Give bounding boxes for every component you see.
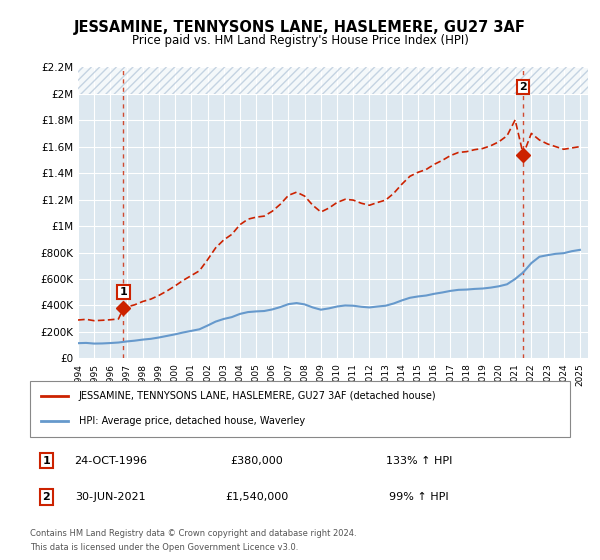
Text: HPI: Average price, detached house, Waverley: HPI: Average price, detached house, Wave… — [79, 416, 305, 426]
Text: This data is licensed under the Open Government Licence v3.0.: This data is licensed under the Open Gov… — [30, 543, 298, 552]
Text: 30-JUN-2021: 30-JUN-2021 — [76, 492, 146, 502]
Text: 133% ↑ HPI: 133% ↑ HPI — [386, 456, 452, 465]
Text: £380,000: £380,000 — [230, 456, 283, 465]
Text: 1: 1 — [119, 287, 127, 297]
Text: 99% ↑ HPI: 99% ↑ HPI — [389, 492, 449, 502]
Text: Contains HM Land Registry data © Crown copyright and database right 2024.: Contains HM Land Registry data © Crown c… — [30, 529, 356, 538]
Text: Price paid vs. HM Land Registry's House Price Index (HPI): Price paid vs. HM Land Registry's House … — [131, 34, 469, 46]
Text: JESSAMINE, TENNYSONS LANE, HASLEMERE, GU27 3AF: JESSAMINE, TENNYSONS LANE, HASLEMERE, GU… — [74, 20, 526, 35]
Text: 24-OCT-1996: 24-OCT-1996 — [74, 456, 148, 465]
Text: 1: 1 — [43, 456, 50, 465]
Text: JESSAMINE, TENNYSONS LANE, HASLEMERE, GU27 3AF (detached house): JESSAMINE, TENNYSONS LANE, HASLEMERE, GU… — [79, 391, 436, 402]
Text: 2: 2 — [43, 492, 50, 502]
Text: 2: 2 — [520, 82, 527, 92]
Text: £1,540,000: £1,540,000 — [225, 492, 289, 502]
FancyBboxPatch shape — [30, 381, 570, 437]
